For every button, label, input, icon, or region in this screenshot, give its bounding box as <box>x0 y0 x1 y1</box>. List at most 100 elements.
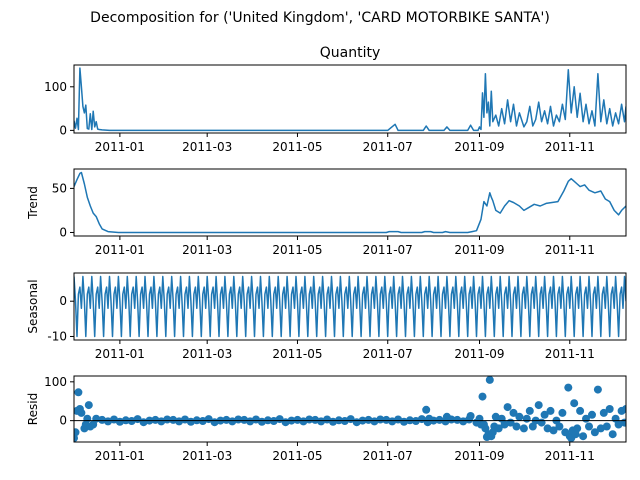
resid-point <box>104 417 112 426</box>
resid-point <box>558 408 567 417</box>
x-tick-label: 2011-01 <box>95 449 145 463</box>
resid-point <box>590 428 599 437</box>
plot-area <box>74 376 626 442</box>
resid-point <box>466 412 475 420</box>
panel-title: Quantity <box>320 45 381 61</box>
y-tick-label: -10 <box>47 329 67 343</box>
resid-point <box>509 408 518 417</box>
resid-point <box>435 415 444 424</box>
y-tick-label: 100 <box>44 375 67 389</box>
resid-point <box>555 422 564 431</box>
x-tick-label: 2011-05 <box>272 140 322 154</box>
x-tick-label: 2011-07 <box>363 140 413 154</box>
resid-point <box>163 415 172 424</box>
x-tick-label: 2011-05 <box>272 449 322 463</box>
resid-point <box>537 418 546 427</box>
y-tick-label: 0 <box>59 414 67 428</box>
resid-point <box>622 405 626 413</box>
axes-frame <box>73 375 627 443</box>
resid-point <box>620 418 626 427</box>
x-tick-label: 2011-01 <box>95 347 145 361</box>
plot-area <box>74 171 626 234</box>
x-tick-label: 2011-07 <box>363 243 413 257</box>
resid-point <box>425 414 434 423</box>
resid-point <box>234 415 243 424</box>
y-tick-label: 50 <box>52 181 67 195</box>
x-tick-label: 2011-11 <box>545 449 595 463</box>
resid-point <box>522 414 531 423</box>
resid-point <box>579 432 588 441</box>
resid-point <box>83 414 92 423</box>
x-tick-label: 2011-03 <box>182 347 232 361</box>
resid-point <box>596 424 605 433</box>
resid-point <box>605 405 614 413</box>
series-line <box>74 67 626 132</box>
x-tick-label: 2011-09 <box>454 347 504 361</box>
plot-area <box>74 275 626 338</box>
x-tick-label: 2011-01 <box>95 243 145 257</box>
x-tick-label: 2011-11 <box>545 243 595 257</box>
resid-point <box>478 392 487 401</box>
resid-point <box>549 426 558 435</box>
resid-point <box>257 417 266 426</box>
resid-point <box>317 417 326 426</box>
resid-point <box>500 420 509 429</box>
x-tick-label: 2011-05 <box>272 347 322 361</box>
resid-point <box>588 410 596 419</box>
resid-point <box>228 417 237 426</box>
resid-point <box>585 422 593 431</box>
axes-frame <box>73 64 627 134</box>
y-tick-label: 0 <box>59 225 67 239</box>
x-tick-label: 2011-11 <box>545 347 595 361</box>
y-axis-label: Seasonal <box>26 279 40 333</box>
axes-frame <box>73 272 627 341</box>
plot-area <box>74 67 626 132</box>
resid-point <box>570 399 579 408</box>
resid-point <box>528 422 537 431</box>
resid-point <box>485 376 494 384</box>
x-tick-label: 2011-09 <box>454 140 504 154</box>
y-tick-label: 0 <box>59 123 67 137</box>
x-tick-label: 2011-09 <box>454 243 504 257</box>
resid-point <box>422 405 431 414</box>
resid-point <box>84 401 93 410</box>
resid-point <box>376 415 385 424</box>
resid-point <box>564 383 573 392</box>
panel-3: -10 0 2011-01 2011-03 2011-05 2011-07 2011-09 2… <box>26 272 627 361</box>
resid-point <box>74 388 83 397</box>
resid-point <box>540 410 549 419</box>
resid-point <box>512 422 521 431</box>
series-line <box>74 171 626 234</box>
resid-point <box>593 385 602 394</box>
resid-point <box>442 412 451 421</box>
x-tick-label: 2011-05 <box>272 243 322 257</box>
axes-frame <box>73 168 627 237</box>
x-tick-label: 2011-03 <box>182 243 232 257</box>
resid-point <box>546 406 555 415</box>
resid-point <box>92 414 101 423</box>
resid-point <box>503 403 512 412</box>
resid-point <box>305 415 314 424</box>
resid-point <box>576 406 585 415</box>
series-line <box>74 275 626 338</box>
x-tick-label: 2011-09 <box>454 449 504 463</box>
figure-suptitle: Decomposition for ('United Kingdom', 'CA… <box>90 10 550 26</box>
resid-point <box>534 401 543 410</box>
resid-point <box>602 422 611 431</box>
panel-4: 0 100 2011-01 2011-03 2011-05 2011-07 2011-09 2… <box>26 375 627 463</box>
resid-point <box>494 424 503 433</box>
x-tick-label: 2011-07 <box>363 449 413 463</box>
resid-point <box>77 408 86 417</box>
x-tick-label: 2011-03 <box>182 449 232 463</box>
y-tick-label: 100 <box>44 80 67 94</box>
resid-point <box>525 406 534 415</box>
x-tick-label: 2011-11 <box>545 140 595 154</box>
y-axis-label: Resid <box>26 393 40 425</box>
resid-point <box>74 428 80 437</box>
resid-point <box>573 424 582 433</box>
resid-point <box>515 412 524 421</box>
x-tick-label: 2011-01 <box>95 140 145 154</box>
y-axis-label: Trend <box>26 186 40 220</box>
x-tick-label: 2011-03 <box>182 140 232 154</box>
